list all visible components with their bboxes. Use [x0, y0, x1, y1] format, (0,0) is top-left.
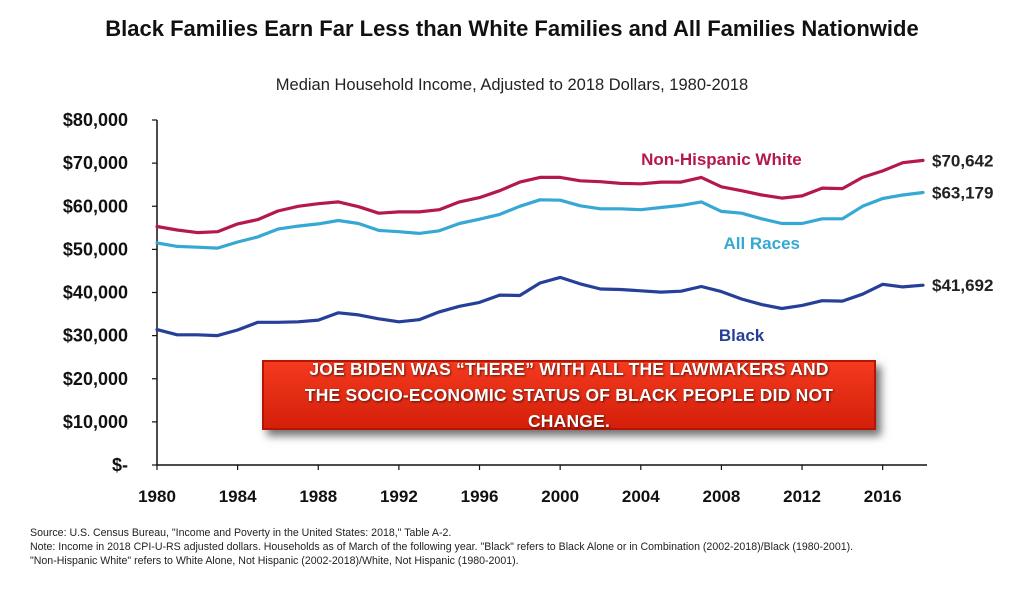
y-axis-ticks: $- $10,000 $20,000 $30,000 $40,000 $50,000 $60… — [63, 110, 157, 475]
series-lines — [155, 158, 925, 338]
x-tick-label: 1980 — [138, 487, 176, 506]
y-tick-label: $- — [112, 455, 128, 475]
income-line-chart: $- $10,000 $20,000 $30,000 $40,000 $50,000 $60… — [63, 110, 994, 506]
series-name-label: Black — [719, 326, 765, 345]
end-value-label: $41,692 — [932, 276, 993, 295]
footnotes: Source: U.S. Census Bureau, "Income and … — [30, 526, 1010, 568]
end-value-label: $63,179 — [932, 184, 993, 203]
chart-title: Black Families Earn Far Less than White … — [105, 16, 919, 41]
x-tick-label: 2012 — [783, 487, 821, 506]
x-tick-label: 1988 — [299, 487, 337, 506]
end-value-label: $70,642 — [932, 151, 993, 170]
x-tick-label: 1992 — [380, 487, 418, 506]
series-name-label: Non-Hispanic White — [641, 150, 802, 169]
series-name-label: All Races — [723, 234, 800, 253]
definition-note: "Non-Hispanic White" refers to White Alo… — [30, 555, 519, 567]
source-note: Source: U.S. Census Bureau, "Income and … — [30, 527, 452, 539]
series-labels: $70,642 Non-Hispanic White $63,179 All Race… — [641, 150, 993, 345]
x-tick-label: 2004 — [622, 487, 660, 506]
y-tick-label: $10,000 — [63, 412, 128, 432]
y-tick-label: $80,000 — [63, 110, 128, 130]
chart-subtitle: Median Household Income, Adjusted to 201… — [275, 76, 749, 94]
y-tick-label: $40,000 — [63, 283, 128, 303]
x-tick-label: 2000 — [541, 487, 579, 506]
y-tick-label: $50,000 — [63, 239, 128, 259]
y-tick-label: $70,000 — [63, 153, 128, 173]
y-tick-label: $60,000 — [63, 196, 128, 216]
y-tick-label: $20,000 — [63, 369, 128, 389]
x-tick-label: 1996 — [461, 487, 499, 506]
series-line-all — [155, 190, 925, 250]
overlay-banner: JOE BIDEN WAS “THERE” WITH ALL THE LAWMA… — [262, 359, 876, 431]
series-line-black — [155, 275, 925, 338]
x-tick-label: 1984 — [219, 487, 257, 506]
x-tick-label: 2008 — [703, 487, 741, 506]
method-note: Note: Income in 2018 CPI-U-RS adjusted d… — [30, 541, 854, 553]
banner-text: JOE BIDEN WAS “THERE” WITH ALL THE LAWMA… — [304, 359, 834, 431]
series-line-white — [155, 158, 925, 235]
y-tick-label: $30,000 — [63, 326, 128, 346]
x-tick-label: 2016 — [864, 487, 902, 506]
x-axis-ticks: 1980 1984 1988 1992 1996 2000 2004 2008 2012 2016 — [138, 465, 902, 506]
